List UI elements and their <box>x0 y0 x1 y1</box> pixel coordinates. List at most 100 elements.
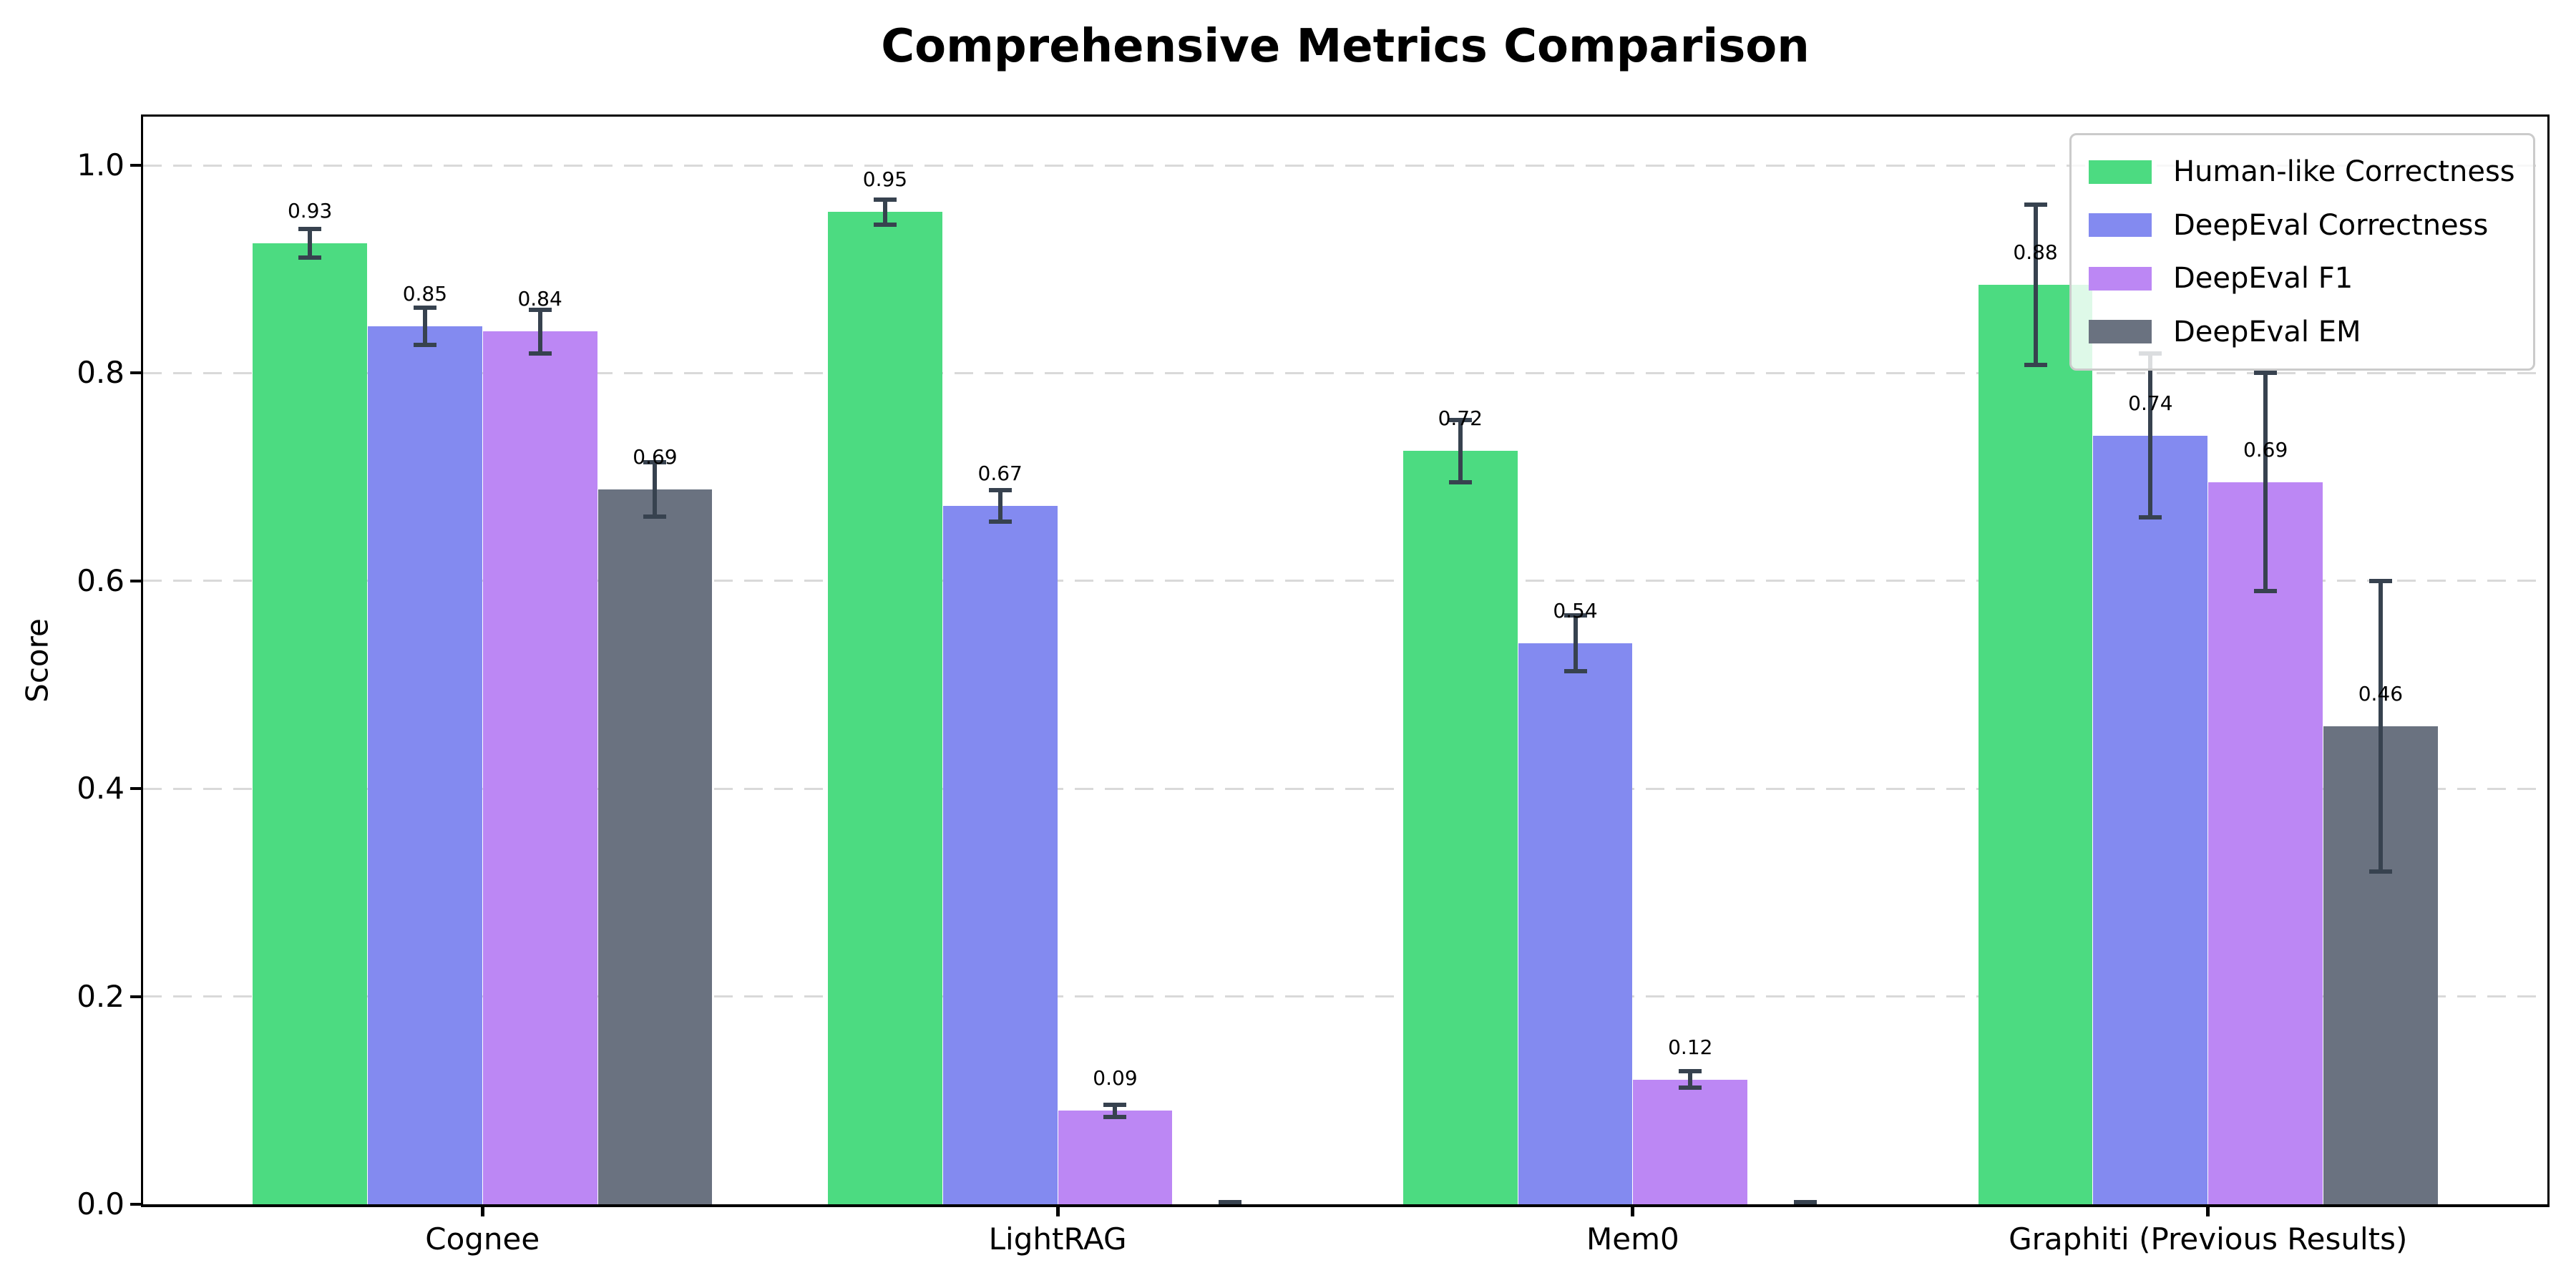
bar <box>2093 435 2208 1204</box>
x-tick-label: LightRAG <box>988 1221 1127 1257</box>
error-bar-line <box>1573 615 1578 672</box>
bar <box>1633 1079 1748 1204</box>
legend-item: DeepEval Correctness <box>2089 209 2526 242</box>
error-bar-cap <box>2024 362 2047 367</box>
x-tick-label: Graphiti (Previous Results) <box>2009 1221 2408 1257</box>
x-tick-label: Mem0 <box>1586 1221 1679 1257</box>
error-bar-line <box>2148 353 2153 518</box>
bar-value-label: 0.88 <box>2013 240 2058 264</box>
y-tick-mark <box>130 371 142 375</box>
bar <box>1058 1111 1173 1204</box>
bar-value-label: 0.09 <box>1093 1066 1138 1091</box>
error-bar-line <box>997 490 1002 522</box>
legend-swatch <box>2089 320 2152 344</box>
error-bar-cap <box>1679 1085 1702 1091</box>
legend-swatch <box>2089 160 2152 184</box>
error-bar-cap <box>1794 1200 1818 1204</box>
x-tick-mark <box>1055 1207 1060 1216</box>
bar <box>942 506 1058 1204</box>
bar-value-label: 0.84 <box>517 287 562 311</box>
y-tick-label: 0.4 <box>77 771 125 806</box>
error-bar-line <box>2378 580 2383 872</box>
bar-value-label: 0.12 <box>1668 1035 1713 1059</box>
error-bar-cap <box>298 255 322 260</box>
bar-value-label: 0.67 <box>977 462 1023 486</box>
error-bar-cap <box>2368 578 2392 583</box>
bar-value-label: 0.93 <box>287 198 333 223</box>
error-bar-cap <box>2368 869 2392 874</box>
error-bar-line <box>882 199 887 225</box>
gridline <box>143 164 2547 167</box>
bar-value-label: 0.54 <box>1553 598 1598 623</box>
error-bar-cap <box>1563 669 1587 674</box>
y-tick-mark <box>130 164 142 167</box>
y-tick-label: 0.0 <box>77 1186 125 1221</box>
gridline <box>143 995 2547 998</box>
bar <box>828 212 942 1204</box>
error-bar-line <box>1688 1071 1693 1088</box>
error-bar-cap <box>643 460 667 465</box>
gridline <box>143 580 2547 582</box>
error-bar-cap <box>1219 1200 1242 1204</box>
error-bar-cap <box>988 488 1012 493</box>
legend: Human-like Correctness DeepEval Correctne… <box>2069 133 2535 371</box>
error-bar-cap <box>2139 515 2162 520</box>
error-bar-cap <box>528 351 552 356</box>
error-bar-line <box>653 462 658 517</box>
bar-value-label: 0.72 <box>1438 406 1483 431</box>
bar-value-label: 0.95 <box>862 167 908 192</box>
y-tick-mark <box>130 995 142 998</box>
y-tick-label: 0.2 <box>77 978 125 1014</box>
bar-value-label: 0.46 <box>2358 682 2404 706</box>
bar <box>1518 643 1633 1204</box>
bar <box>482 331 597 1204</box>
legend-swatch <box>2089 266 2152 291</box>
legend-item: DeepEval EM <box>2089 316 2526 348</box>
x-tick-mark <box>480 1207 484 1216</box>
y-tick-mark <box>130 579 142 582</box>
error-bar-cap <box>1448 417 1472 422</box>
bar <box>1402 451 1518 1204</box>
error-bar-cap <box>1563 613 1587 618</box>
error-bar-line <box>1458 419 1463 482</box>
error-bar-cap <box>643 514 667 519</box>
error-bar-cap <box>988 519 1012 525</box>
error-bar-line <box>422 307 427 346</box>
error-bar-cap <box>298 226 322 231</box>
error-bar-cap <box>1103 1102 1127 1107</box>
bar <box>597 489 713 1204</box>
y-axis-label-text: Score <box>19 618 55 703</box>
legend-label: DeepEval EM <box>2173 315 2361 348</box>
error-bar-cap <box>1219 1204 1241 1207</box>
y-tick-label: 0.6 <box>77 562 125 598</box>
error-bar-line <box>1113 1104 1118 1118</box>
error-bar-cap <box>1448 479 1472 484</box>
error-bar-line <box>2263 373 2268 592</box>
y-tick-label: 1.0 <box>77 147 125 182</box>
error-bar-cap <box>1103 1115 1127 1120</box>
bar <box>367 326 482 1204</box>
gridline <box>143 371 2547 374</box>
error-bar-cap <box>1794 1204 1817 1207</box>
y-tick-mark <box>130 1203 142 1206</box>
error-bar-cap <box>873 197 897 202</box>
chart-title: Comprehensive Metrics Comparison <box>881 20 1810 73</box>
error-bar-cap <box>873 222 897 227</box>
error-bar-cap <box>2254 371 2278 376</box>
error-bar-cap <box>413 343 436 348</box>
legend-label: DeepEval Correctness <box>2173 208 2489 242</box>
error-bar-line <box>2033 205 2038 365</box>
error-bar-cap <box>2254 589 2278 594</box>
gridline <box>143 787 2547 790</box>
error-bar-cap <box>413 305 436 310</box>
bar-value-label: 0.69 <box>2243 437 2288 462</box>
error-bar-line <box>308 228 313 258</box>
legend-item: Human-like Correctness <box>2089 155 2526 188</box>
x-tick-label: Cognee <box>425 1221 540 1257</box>
legend-item: DeepEval F1 <box>2089 262 2526 295</box>
bar <box>1978 284 2093 1204</box>
bar-value-label: 0.69 <box>633 445 678 469</box>
error-bar-line <box>537 309 542 353</box>
error-bar-cap <box>2024 203 2047 208</box>
